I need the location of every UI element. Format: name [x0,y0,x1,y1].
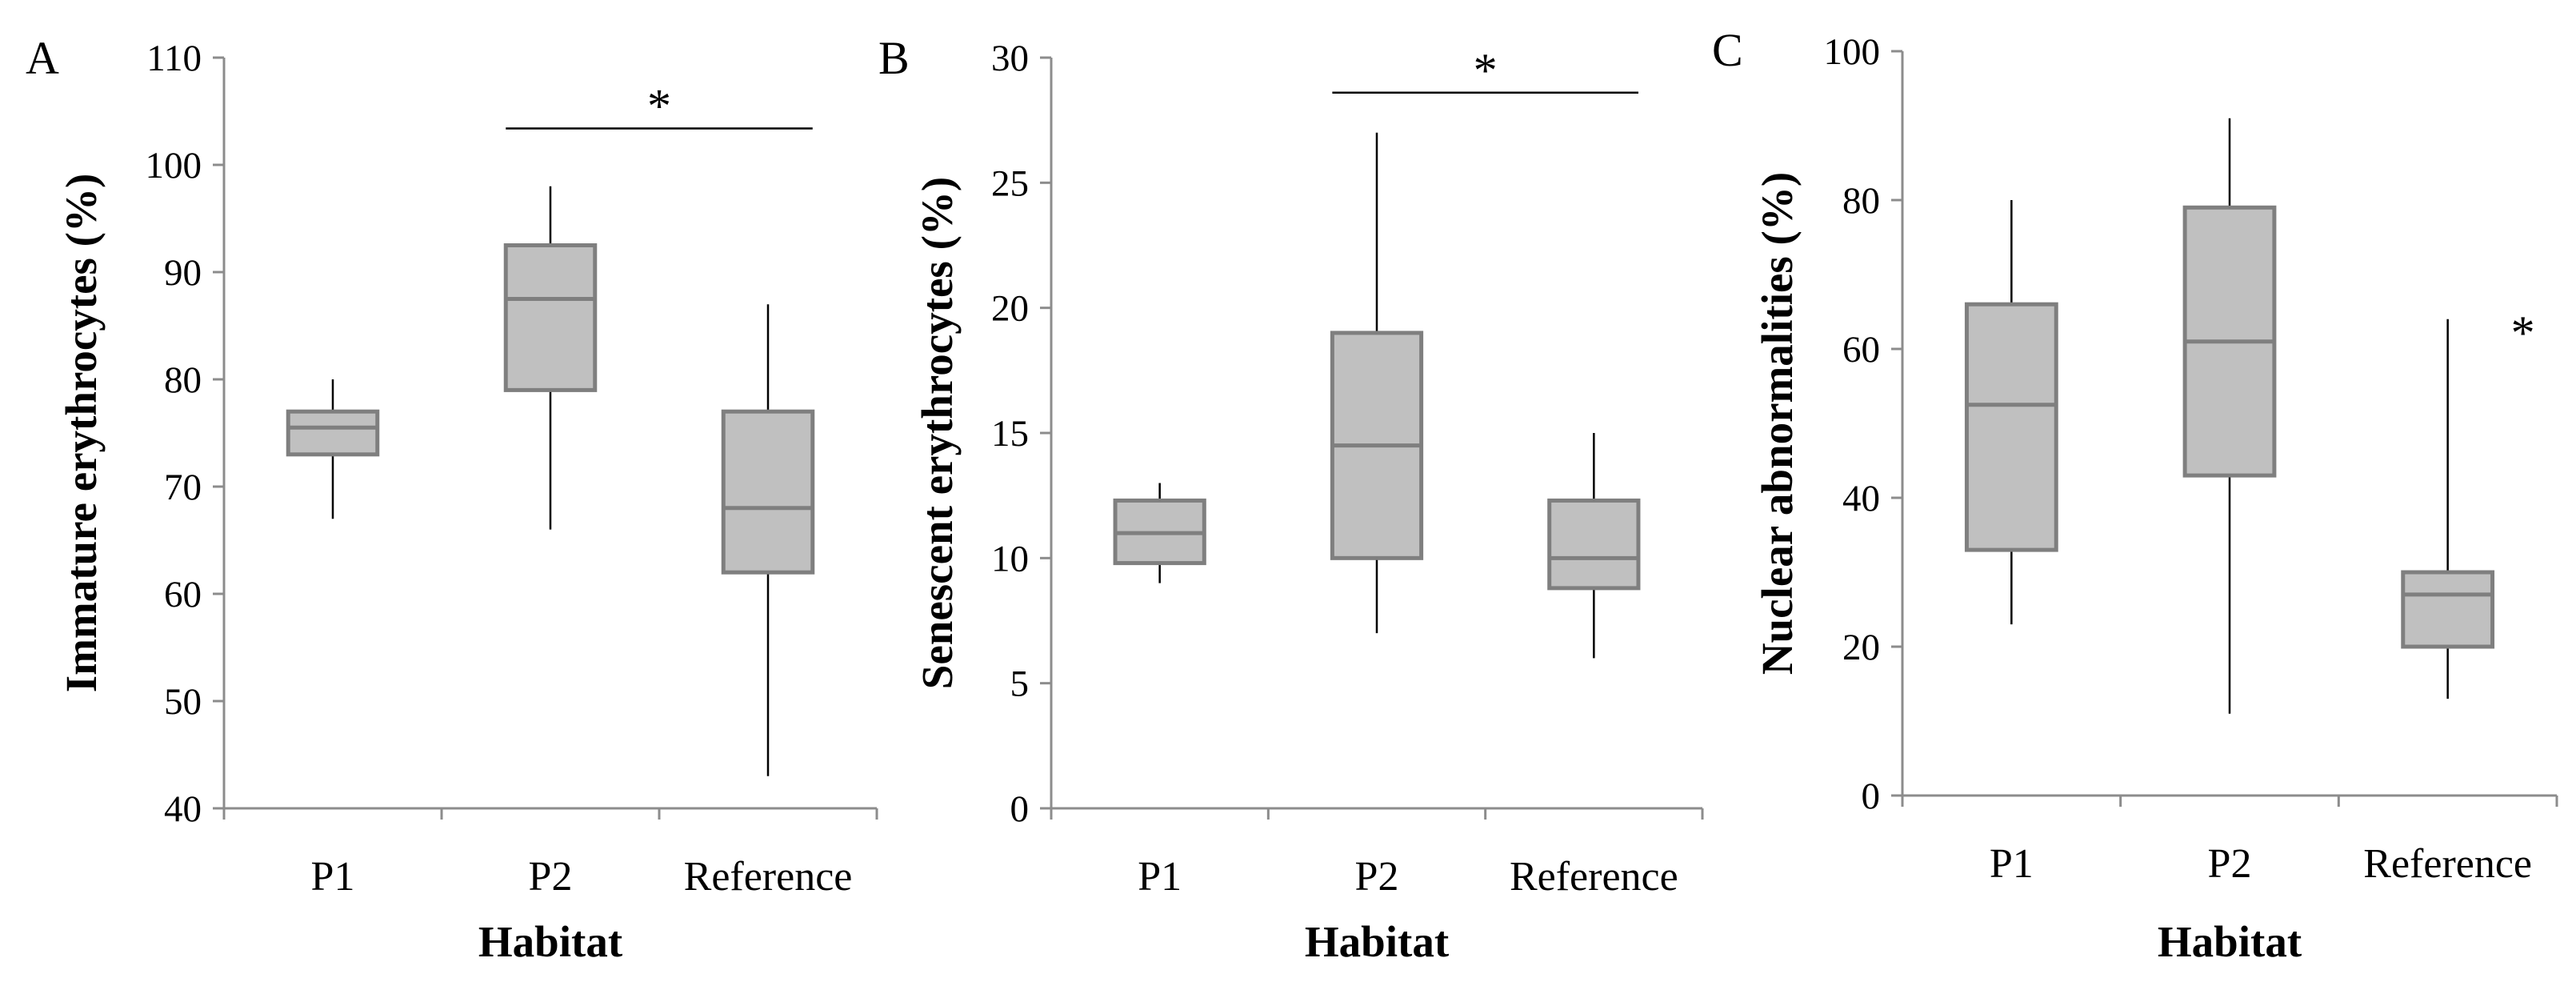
y-tick-label: 80 [1842,180,1880,222]
y-axis-title: Immature erythrocytes (%) [57,174,106,693]
x-tick-label: P2 [1355,854,1399,900]
x-tick-label: P2 [529,854,573,900]
box-reference [721,304,815,776]
box-iqr [1964,302,2058,552]
box-reference [1547,433,1641,659]
box-iqr [503,243,598,392]
y-tick-label: 40 [164,788,202,830]
significance-star: * [1474,44,1498,97]
x-tick-label: P1 [1990,841,2034,887]
panel-a: A 40 50 60 70 80 90 100 110 P1 P2 Reference * Immatur… [26,32,878,966]
x-tick-label: Reference [2363,841,2532,887]
significance-star: * [647,79,671,132]
y-tick-label: 100 [146,145,202,186]
x-tick-label: P1 [1138,854,1182,900]
x-tick-label: Reference [1510,854,1678,900]
x-axis-title: Habitat [1305,917,1450,966]
box-p1 [1113,483,1206,583]
y-tick-label: 40 [1842,478,1880,519]
box-iqr [2401,570,2495,649]
panel-b: B 0 5 10 15 20 25 30 P1 P2 Reference * Senescent ery… [878,32,1704,966]
panel-letter: B [878,32,910,84]
panel-c: C 0 20 40 60 80 100 P1 P2 Reference * Nuclear abnor… [1712,24,2558,966]
y-tick-label: 60 [164,574,202,615]
x-tick-label: P2 [2208,841,2252,887]
y-tick-label: 60 [1842,329,1880,371]
box-iqr [1547,498,1641,591]
y-axis-title: Nuclear abnormalities (%) [1753,172,1802,675]
y-tick-label: 50 [164,681,202,723]
box-p2 [1330,132,1424,634]
significance-star: * [2511,307,2535,359]
y-tick-label: 20 [991,288,1029,330]
y-tick-label: 90 [164,252,202,294]
panel-letter: A [26,32,59,84]
box-iqr [721,409,815,575]
y-tick-label: 110 [146,38,202,79]
y-tick-label: 25 [991,162,1029,204]
box-reference [2401,319,2495,699]
y-tick-label: 15 [991,413,1029,455]
box-p1 [1964,200,2058,625]
y-tick-label: 80 [164,359,202,401]
box-p2 [503,186,598,530]
y-tick-label: 70 [164,467,202,508]
box-p1 [286,379,380,519]
y-tick-label: 5 [1010,663,1030,705]
x-tick-label: P1 [311,854,355,900]
box-p2 [2182,118,2277,714]
y-tick-label: 30 [991,38,1029,79]
box-iqr [286,409,380,457]
y-tick-label: 0 [1862,776,1881,817]
y-tick-label: 20 [1842,627,1880,668]
x-axis-title: Habitat [478,917,623,966]
y-axis-title: Senescent erythrocytes (%) [913,177,962,689]
panel-letter: C [1712,24,1743,76]
x-axis-title: Habitat [2158,917,2302,966]
y-tick-label: 0 [1010,788,1030,830]
y-tick-label: 10 [991,538,1029,579]
y-tick-label: 100 [1824,31,1881,73]
x-tick-label: Reference [684,854,853,900]
